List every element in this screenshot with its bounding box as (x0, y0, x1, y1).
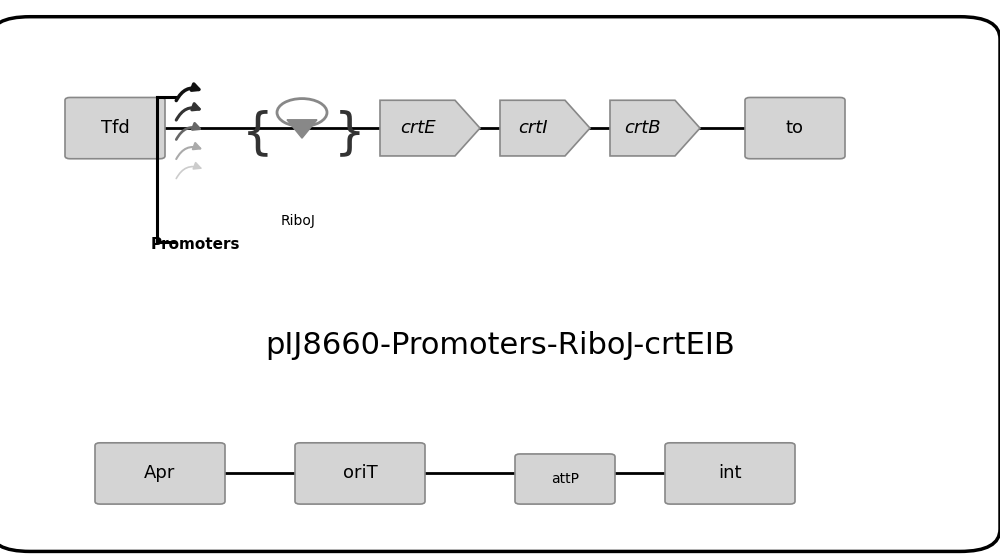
Polygon shape (287, 120, 317, 138)
FancyBboxPatch shape (65, 97, 165, 159)
Text: crtB: crtB (624, 119, 661, 137)
Text: {: { (242, 110, 274, 158)
Text: RiboJ: RiboJ (281, 214, 315, 228)
FancyBboxPatch shape (0, 17, 1000, 551)
Polygon shape (500, 100, 590, 156)
Text: crtE: crtE (400, 119, 435, 137)
FancyBboxPatch shape (745, 97, 845, 159)
FancyBboxPatch shape (295, 443, 425, 504)
Text: attP: attP (551, 472, 579, 486)
Text: Promoters: Promoters (150, 237, 240, 252)
FancyBboxPatch shape (95, 443, 225, 504)
FancyBboxPatch shape (665, 443, 795, 504)
FancyBboxPatch shape (515, 454, 615, 504)
Text: oriT: oriT (343, 465, 377, 482)
Polygon shape (380, 100, 480, 156)
Text: Tfd: Tfd (101, 119, 129, 137)
Text: pIJ8660-Promoters-RiboJ-crtEIB: pIJ8660-Promoters-RiboJ-crtEIB (265, 331, 735, 360)
Text: to: to (786, 119, 804, 137)
Text: Apr: Apr (144, 465, 176, 482)
Text: int: int (718, 465, 742, 482)
Text: }: } (334, 110, 366, 158)
Text: crtI: crtI (518, 119, 547, 137)
Polygon shape (610, 100, 700, 156)
